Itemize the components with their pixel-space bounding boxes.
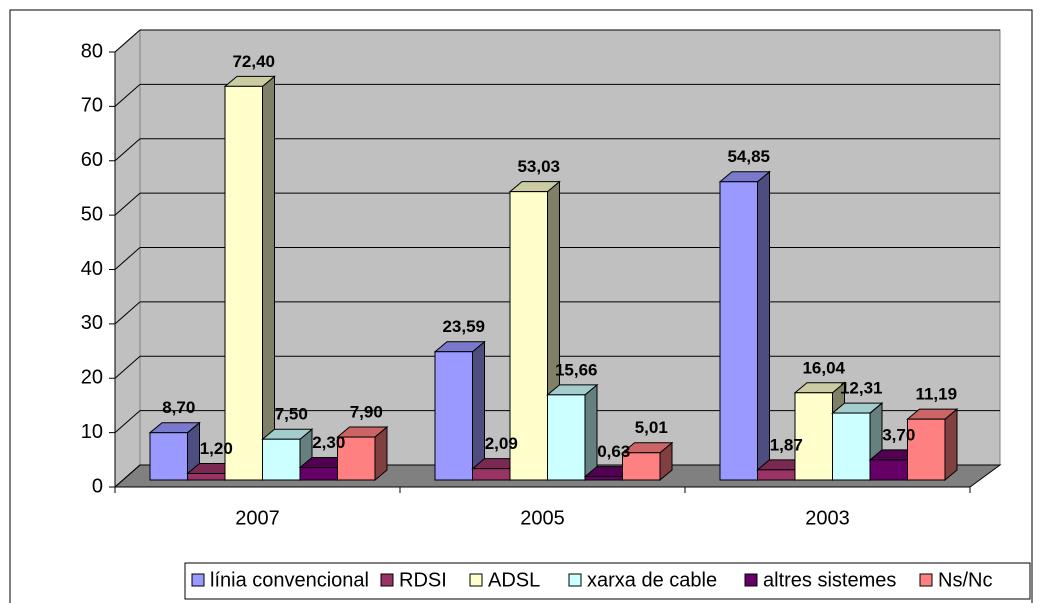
y-tick-label: 80 [81, 40, 103, 62]
bar [299, 466, 338, 481]
y-tick-label: 60 [81, 149, 103, 171]
bar [337, 436, 376, 481]
legend-label: xarxa de cable [587, 569, 717, 591]
bar-side [757, 170, 770, 482]
bar [622, 452, 661, 481]
legend-label: Ns/Nc [938, 569, 992, 591]
bar-side [472, 340, 485, 482]
y-tick-label: 0 [92, 475, 103, 497]
value-label: 2,09 [485, 434, 518, 453]
grid-line [114, 247, 141, 270]
x-tick-label: 2005 [520, 507, 565, 529]
value-label: 0,63 [597, 442, 630, 461]
value-label: 1,87 [770, 435, 803, 454]
value-label: 53,03 [517, 157, 560, 176]
x-tick-label: 2003 [805, 507, 850, 529]
value-label: 7,50 [275, 405, 308, 424]
y-tick-label: 40 [81, 258, 103, 280]
legend-label: RDSI [399, 569, 447, 591]
value-label: 7,90 [350, 403, 383, 422]
legend-swatch [380, 573, 394, 587]
bar [149, 432, 188, 481]
bar [907, 418, 946, 481]
grid-line [114, 410, 141, 434]
bar [262, 438, 301, 481]
y-tick-label: 20 [81, 367, 103, 389]
legend-swatch [469, 573, 483, 587]
bar [509, 191, 548, 481]
value-label: 15,66 [555, 360, 598, 379]
legend-label: altres sistemes [763, 569, 896, 591]
bar [472, 468, 511, 481]
grid-line [114, 355, 141, 379]
bar [869, 459, 908, 481]
value-label: 5,01 [635, 418, 668, 437]
bar [719, 181, 758, 481]
legend-swatch [191, 573, 205, 587]
legend-swatch [744, 573, 758, 587]
legend-label: ADSL [488, 569, 540, 591]
bar [224, 85, 263, 481]
legend-label: línia convencional [210, 569, 369, 591]
value-label: 54,85 [727, 147, 770, 166]
value-label: 23,59 [442, 317, 485, 336]
value-label: 11,19 [915, 385, 957, 404]
bar [547, 394, 586, 481]
legend-swatch [919, 573, 933, 587]
y-tick-label: 30 [81, 312, 103, 334]
value-label: 12,31 [840, 379, 883, 398]
legend-box [184, 562, 1031, 600]
y-tick-label: 50 [81, 203, 103, 225]
bar [757, 469, 796, 481]
value-label: 2,30 [312, 433, 345, 452]
value-label: 16,04 [802, 358, 845, 377]
bar-side [262, 75, 275, 482]
grid-line [114, 83, 141, 107]
value-label: 8,70 [162, 398, 195, 417]
legend-swatch [568, 573, 582, 587]
bar [434, 351, 473, 481]
grid-line [114, 464, 141, 488]
grid-line [114, 29, 141, 53]
bar [584, 476, 623, 481]
chart-border [9, 9, 1033, 603]
x-tick-label: 2007 [235, 507, 280, 529]
grid-line [114, 301, 141, 325]
value-label: 1,20 [200, 439, 233, 458]
y-tick-label: 10 [81, 421, 103, 443]
legend: línia convencional RDSI ADSL xarxa de cable… [184, 562, 1031, 600]
value-label: 3,70 [882, 425, 915, 444]
value-label: 72,40 [232, 52, 275, 71]
bar [187, 472, 226, 481]
grid-line [114, 192, 141, 216]
y-tick-label: 70 [81, 95, 103, 117]
bar-side [944, 408, 958, 482]
grid-line [114, 138, 141, 162]
bar [832, 412, 871, 481]
bar-side [584, 383, 598, 482]
